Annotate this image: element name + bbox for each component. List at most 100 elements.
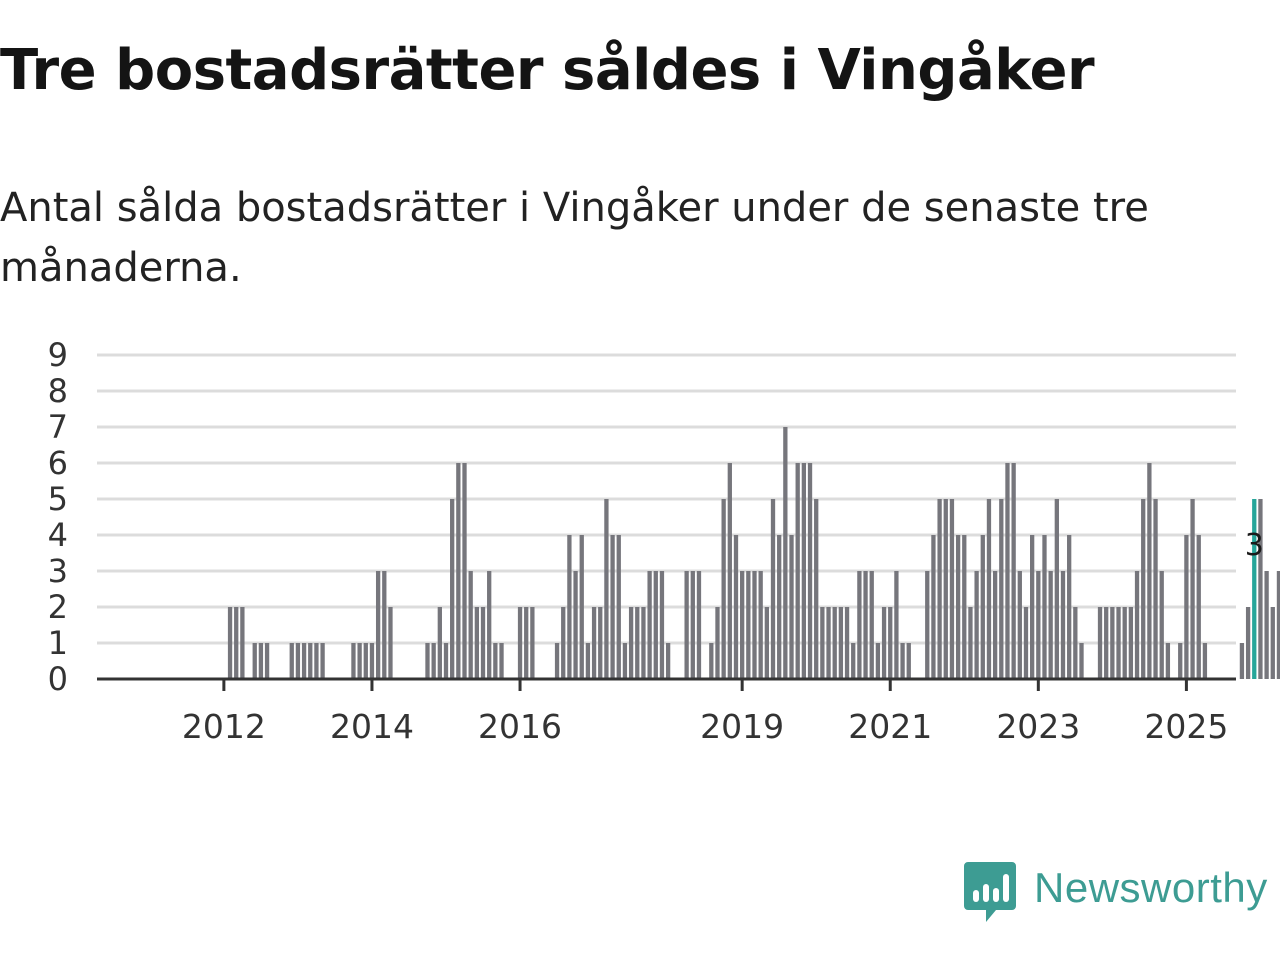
bar — [240, 607, 245, 679]
bar — [1079, 643, 1084, 679]
bar — [838, 607, 844, 679]
bar — [1005, 463, 1010, 679]
bar — [524, 607, 529, 679]
bar — [906, 643, 911, 679]
bar — [517, 607, 523, 679]
bar — [635, 607, 640, 679]
x-tick-label: 2019 — [700, 707, 784, 746]
bar — [962, 535, 967, 679]
bar — [789, 535, 794, 679]
y-tick-label: 2 — [48, 588, 68, 626]
bar — [493, 643, 498, 679]
bar — [949, 499, 955, 679]
bar — [314, 643, 319, 679]
bar — [604, 499, 609, 679]
bar — [801, 463, 807, 679]
bar — [468, 571, 473, 679]
bar — [1190, 499, 1195, 679]
bar — [740, 571, 745, 679]
bar — [462, 463, 467, 679]
bar — [869, 571, 874, 679]
x-axis-ticks: 2012 2014 2016 2019 2021 2023 2025 — [182, 679, 1228, 746]
bar — [777, 535, 782, 679]
bar — [1023, 607, 1029, 679]
bar — [567, 535, 572, 679]
bar — [715, 607, 720, 679]
bar — [968, 607, 973, 679]
bar — [1128, 607, 1134, 679]
bar — [807, 463, 813, 679]
bar — [1270, 607, 1275, 679]
grid-lines — [97, 353, 1236, 645]
bar — [1276, 571, 1280, 679]
bar — [227, 607, 233, 679]
bar — [1153, 499, 1158, 679]
bar — [696, 571, 702, 679]
bar — [814, 499, 819, 679]
chart-subtitle: Antal sålda bostadsrätter i Vingåker und… — [0, 185, 1149, 291]
bar — [1110, 607, 1115, 679]
bar — [665, 643, 671, 679]
bar — [733, 535, 739, 679]
bar — [1184, 535, 1189, 679]
bar — [1264, 571, 1269, 679]
bar-chart-speech-bubble-icon — [964, 862, 1016, 922]
bar — [616, 535, 621, 679]
bar — [450, 499, 455, 679]
bar — [425, 643, 430, 679]
bar — [684, 571, 689, 679]
y-tick-label: 7 — [48, 408, 68, 446]
bar — [1159, 571, 1164, 679]
bar — [943, 499, 948, 679]
bar — [900, 643, 905, 679]
bar — [561, 607, 566, 679]
brand-name: Newsworthy — [1034, 864, 1268, 911]
bar — [357, 643, 362, 679]
bar — [752, 571, 757, 679]
bar — [1245, 607, 1251, 679]
highlight-bar — [1252, 499, 1257, 679]
y-tick-label: 5 — [48, 480, 68, 518]
bar — [480, 607, 486, 679]
bar — [986, 499, 992, 679]
bar — [530, 607, 535, 679]
bar — [1048, 571, 1053, 679]
bar — [1178, 643, 1183, 679]
bar — [443, 643, 449, 679]
bar — [955, 535, 961, 679]
highlight-value-label: 3 — [1245, 528, 1264, 563]
bar — [937, 499, 942, 679]
data-labels: 3 — [1245, 528, 1264, 563]
bar — [1060, 571, 1066, 679]
bar — [857, 571, 862, 679]
x-tick-label: 2023 — [996, 707, 1080, 746]
bar — [875, 643, 881, 679]
bar — [456, 463, 461, 679]
bar — [369, 643, 375, 679]
x-tick-label: 2021 — [848, 707, 932, 746]
bar — [641, 607, 646, 679]
bar — [320, 643, 325, 679]
bar — [770, 499, 776, 679]
bar — [1067, 535, 1072, 679]
bar — [1042, 535, 1047, 679]
bar — [721, 499, 726, 679]
bar — [585, 643, 591, 679]
bar — [1017, 571, 1022, 679]
bar — [622, 643, 628, 679]
bar — [764, 607, 769, 679]
bar — [851, 643, 856, 679]
bar — [301, 643, 307, 679]
bar — [1147, 463, 1152, 679]
bar — [820, 607, 825, 679]
x-tick-label: 2016 — [478, 707, 562, 746]
bar — [1116, 607, 1121, 679]
bar — [264, 643, 270, 679]
bar — [844, 607, 850, 679]
bar — [1258, 499, 1263, 679]
bar — [308, 643, 313, 679]
bar — [1073, 607, 1078, 679]
bar — [832, 607, 837, 679]
bar — [1011, 463, 1016, 679]
